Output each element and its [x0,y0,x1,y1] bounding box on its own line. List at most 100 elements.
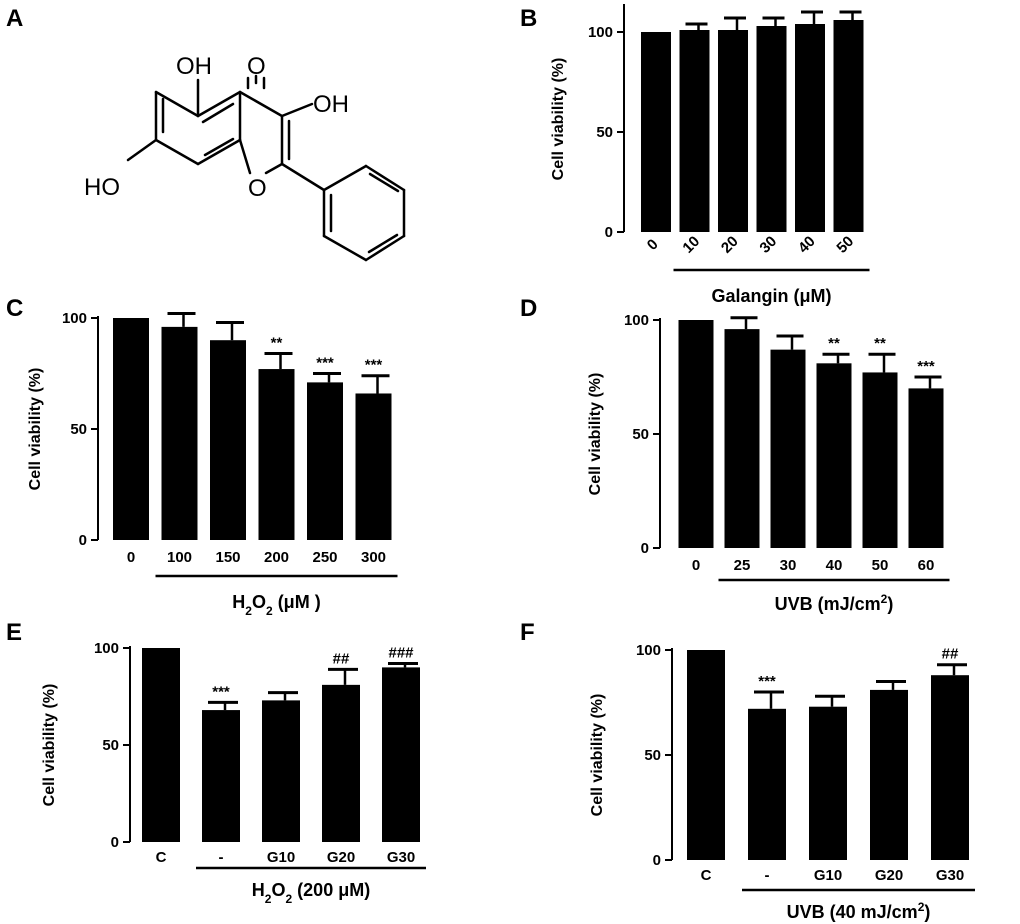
bar [678,320,714,548]
significance-label: ** [874,335,886,352]
label-carbonyl-o: O [247,53,266,80]
bar [322,684,360,842]
chart-panel-d: 0 50 100 Cell viability (%) 0 25 30 ** 40 ** 50 ***… [587,312,950,614]
bar [724,329,760,548]
group-label-part: (μM ) [273,592,321,612]
bar [756,26,787,232]
significance-label: ## [942,646,959,663]
bar [113,318,149,540]
bar [679,30,710,232]
panel-label-b: B [520,5,537,32]
y-tick-label: 0 [111,834,119,851]
x-tick-label: 30 [756,233,780,257]
x-tick-label: 100 [167,549,192,566]
bar [809,706,847,860]
x-tick-label: 0 [127,549,135,566]
x-tick-label: 50 [833,233,857,257]
y-axis-label: Cell viability (%) [587,373,604,496]
bar [816,363,852,548]
y-axis-label: Cell viability (%) [27,368,44,491]
x-tick-label: 200 [264,549,289,566]
significance-label: *** [758,673,776,690]
x-tick-label: C [156,849,167,866]
y-tick-label: 50 [102,737,119,754]
bar [748,708,786,860]
group-label-part: 2 [245,604,252,618]
x-tick-label: - [219,849,224,866]
group-label-part: H [252,880,265,900]
bar [161,326,198,540]
y-tick-label: 100 [636,642,661,659]
group-label-part: 2 [881,592,888,606]
x-tick-label: 250 [312,549,337,566]
bar [908,388,944,548]
x-tick-label: 0 [644,236,662,254]
x-tick-label: 0 [692,557,700,574]
y-tick-label: 100 [624,312,649,329]
group-label-part: UVB (mJ/cm [775,594,881,614]
group-label: H2O2 (200 μM) [252,880,370,906]
x-tick-label: G20 [875,867,903,884]
bar [382,667,420,842]
significance-label: *** [365,357,383,374]
group-label: UVB (40 mJ/cm2) [787,900,931,922]
chart-panel-b: 0 50 100 Cell viability (%) 0 10 20 30 40 50 Galan… [550,4,870,306]
label-3-oh: OH [313,91,349,118]
group-label-part: 2 [918,900,925,914]
bar [862,372,898,548]
bar [307,382,343,540]
x-tick-label: G10 [814,867,842,884]
panel-label-c: C [6,295,23,322]
significance-label: *** [212,683,230,700]
group-label-part: O [271,880,285,900]
x-tick-label: - [765,867,770,884]
x-tick-label: 10 [679,233,703,257]
bar [687,650,725,860]
significance-label: ** [828,335,840,352]
bar [262,700,300,842]
bar [258,369,295,540]
x-tick-label: 40 [795,233,819,257]
y-tick-label: 0 [79,532,87,549]
bar [718,30,748,232]
x-tick-label: 25 [734,557,751,574]
group-label-part: 2 [265,892,272,906]
bar [770,349,806,548]
y-tick-label: 50 [596,124,613,141]
group-label: Galangin (μM) [711,286,831,306]
chart-panel-e: 0 50 100 Cell viability (%) C *** - G10 ## G20 ###… [41,640,426,906]
x-tick-label: 20 [718,233,742,257]
y-axis-label: Cell viability (%) [550,58,567,181]
label-ring-o: O [248,175,267,202]
x-tick-label: 150 [215,549,240,566]
group-label-part: ) [924,902,930,922]
x-tick-label: 30 [780,557,797,574]
y-tick-label: 100 [94,640,119,657]
group-label-part: H [232,592,245,612]
label-5-oh: OH [176,53,212,80]
bar [355,393,392,540]
significance-label: *** [917,358,935,375]
significance-label: *** [316,355,334,372]
x-tick-label: C [701,867,712,884]
panel-label-d: D [520,295,537,322]
x-tick-label: 50 [872,557,889,574]
galangin-structure [126,74,406,262]
panel-label-a: A [6,5,23,32]
y-axis-label: Cell viability (%) [589,694,606,817]
chart-panel-f: 0 50 100 Cell viability (%) C *** - G10 G20 ## G30… [589,642,975,922]
x-tick-label: G10 [267,849,295,866]
chart-panel-c: 0 50 100 Cell viability (%) 0 100 150 ** 200 *** 2… [27,310,398,618]
y-tick-label: 100 [62,310,87,327]
x-tick-label: 60 [918,557,935,574]
x-tick-label: G20 [327,849,355,866]
group-label: UVB (mJ/cm2) [775,592,894,614]
bar [142,648,180,842]
bar [931,675,969,860]
y-tick-label: 0 [653,852,661,869]
y-tick-label: 50 [632,426,649,443]
panel-label-f: F [520,619,535,646]
x-tick-label: 300 [361,549,386,566]
group-label-part: 2 [285,892,292,906]
